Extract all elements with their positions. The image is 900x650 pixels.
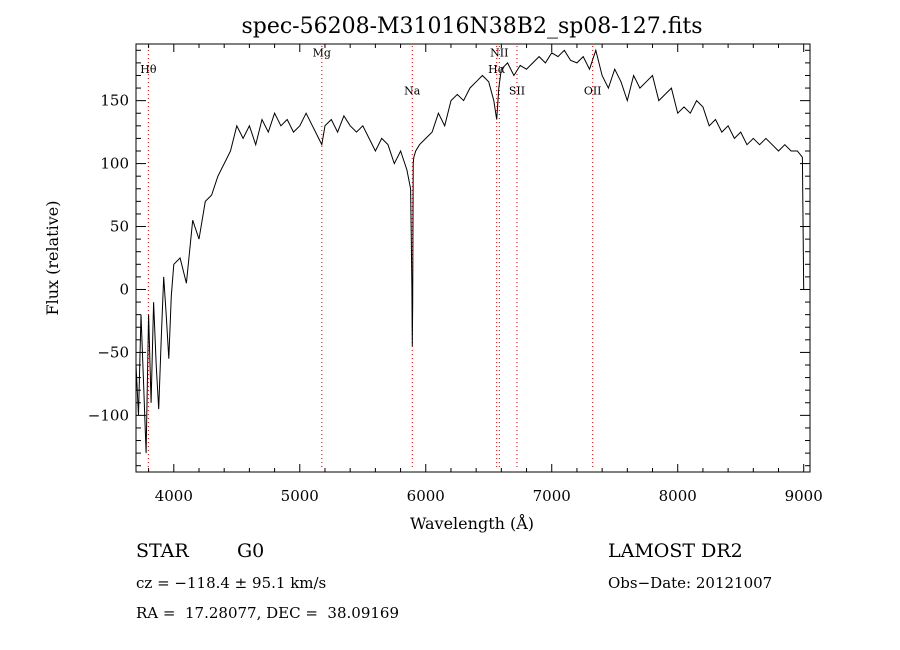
spectral-line-label: Hα xyxy=(488,63,506,76)
y-tick-label: −100 xyxy=(88,406,129,424)
plot-frame xyxy=(135,43,811,473)
spectral-line-label: OII xyxy=(584,84,602,97)
spectral-line-label: NII xyxy=(490,47,508,60)
y-tick-label: 100 xyxy=(100,155,129,173)
y-axis-ticks: −100 −50 0 50 100 150 xyxy=(88,49,810,467)
x-tick-label: 6000 xyxy=(407,487,445,505)
x-tick-label: 5000 xyxy=(281,487,319,505)
spectral-line-label: Mg xyxy=(313,47,331,60)
spectral-subclass: G0 xyxy=(237,540,265,562)
x-axis-ticks: 4000 5000 6000 7000 8000 9000 xyxy=(148,44,823,505)
spectral-line-label: Hθ xyxy=(140,63,157,76)
observation-date: Obs−Date: 20121007 xyxy=(608,574,773,592)
chart-title: spec-56208-M31016N38B2_sp08-127.fits xyxy=(241,14,702,39)
coordinates: RA = 17.28077, DEC = 38.09169 xyxy=(136,604,400,622)
spectral-line-label: Na xyxy=(404,84,421,97)
x-tick-label: 8000 xyxy=(659,487,697,505)
spectral-line-label: SII xyxy=(509,84,525,97)
spectrum-series-line xyxy=(135,48,805,454)
redshift-velocity: cz = −118.4 ± 95.1 km/s xyxy=(136,574,327,592)
spectral-line-markers xyxy=(147,46,594,470)
y-axis-label: Flux (relative) xyxy=(43,201,62,316)
y-tick-label: 150 xyxy=(100,92,129,110)
y-tick-label: 50 xyxy=(110,218,129,236)
y-tick-label: −50 xyxy=(97,343,129,361)
x-axis-label: Wavelength (Å) xyxy=(410,513,534,533)
x-tick-label: 7000 xyxy=(533,487,571,505)
survey-name: LAMOST DR2 xyxy=(608,540,743,562)
y-tick-label: 0 xyxy=(119,280,129,298)
x-tick-label: 4000 xyxy=(155,487,193,505)
x-tick-label: 9000 xyxy=(785,487,823,505)
object-class: STAR xyxy=(136,540,189,562)
